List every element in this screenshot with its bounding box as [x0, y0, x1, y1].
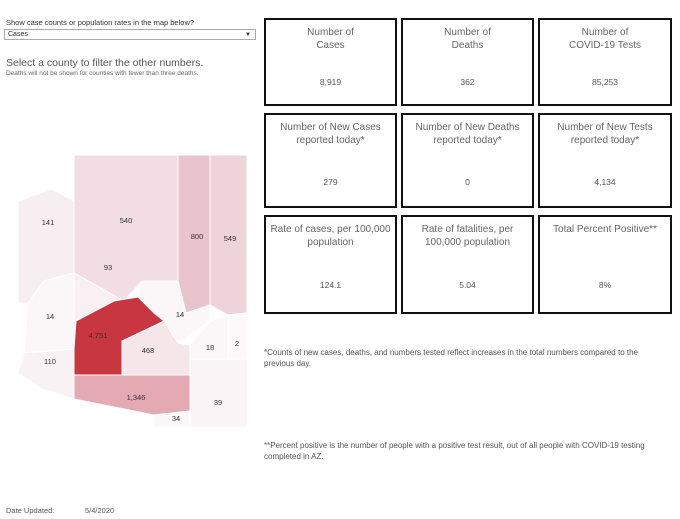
arizona-county-map: 141 540 800 549 93 14 14 4,751 468 110 18 2 1,346 34 3… [17, 154, 248, 428]
county-label-yuma: 110 [44, 357, 56, 366]
county-label-greenlee: 2 [235, 339, 239, 348]
county-cochise[interactable] [189, 358, 248, 428]
stat-tile-fatality-rate: Rate of fatalities, per 100,000 populati… [401, 215, 534, 314]
stat-tile-new-deaths: Number of New Deaths reported today* 0 [401, 113, 534, 208]
county-label-navajo: 800 [191, 232, 204, 241]
stat-title: Number of COVID-19 Tests [568, 27, 642, 51]
stat-value: 85,253 [592, 77, 618, 87]
county-coconino[interactable] [73, 154, 179, 302]
county-label-graham: 18 [206, 343, 214, 352]
stat-value: 0 [465, 177, 470, 187]
county-greenlee[interactable] [227, 312, 248, 360]
stat-tile-new-tests: Number of New Tests reported today* 4,134 [538, 113, 672, 208]
county-label-mohave: 141 [42, 218, 55, 227]
county-select-prompt: Select a county to filter the other numb… [6, 57, 204, 69]
county-label-pinal: 468 [142, 346, 155, 355]
stat-value: 124.1 [319, 280, 342, 290]
stat-value: 5.04 [459, 280, 476, 290]
county-label-gila: 14 [176, 310, 184, 319]
stat-value: 8,919 [319, 77, 342, 87]
county-label-coconino: 540 [120, 216, 133, 225]
footnote-new-counts: *Counts of new cases, deaths, and number… [264, 348, 638, 368]
deaths-note: Deaths will not be shown for counties wi… [6, 70, 199, 77]
stat-title: Number of New Cases reported today* [280, 122, 381, 146]
county-label-maricopa: 4,751 [89, 331, 108, 340]
date-updated-label: Date Updated: [6, 506, 55, 515]
stat-title: Rate of fatalities, per 100,000 populati… [421, 224, 514, 248]
county-label-apache: 549 [224, 234, 237, 243]
county-label-santa-cruz: 34 [172, 414, 180, 423]
date-updated-value: 5/4/2020 [85, 506, 115, 515]
stat-title: Number of Cases [307, 27, 354, 51]
stat-title: Number of Deaths [444, 27, 491, 51]
stat-tile-case-rate: Rate of cases, per 100,000 population 124… [264, 215, 397, 314]
stat-title: Total Percent Positive** [553, 224, 657, 235]
stat-tile-new-cases: Number of New Cases reported today* 279 [264, 113, 397, 208]
county-label-cochise: 39 [214, 398, 222, 407]
stat-title: Rate of cases, per 100,000 population [270, 224, 391, 248]
stat-tile-cases: Number of Cases 8,919 [264, 18, 397, 106]
stat-title: Number of New Tests reported today* [557, 122, 653, 146]
map-filter-label: Show case counts or population rates in … [6, 18, 195, 27]
chevron-down-icon: ▼ [245, 32, 251, 38]
stat-value: 4,134 [594, 177, 616, 187]
county-label-pima: 1,346 [127, 393, 146, 402]
stat-tile-tests: Number of COVID-19 Tests 85,253 [538, 18, 672, 106]
stat-tile-percent-positive: Total Percent Positive** 8% [538, 215, 672, 314]
county-label-yavapai: 93 [104, 263, 112, 272]
stat-value: 8% [598, 280, 612, 290]
county-label-la-paz: 14 [46, 312, 54, 321]
stat-tile-deaths: Number of Deaths 362 [401, 18, 534, 106]
stat-value: 279 [323, 177, 338, 187]
footnote-percent-positive: **Percent positive is the number of peop… [264, 441, 645, 461]
map-filter-dropdown[interactable]: Cases ▼ [4, 29, 256, 40]
stat-value: 362 [460, 77, 475, 87]
stat-title: Number of New Deaths reported today* [415, 122, 520, 146]
dropdown-selected-value: Cases [8, 31, 28, 38]
